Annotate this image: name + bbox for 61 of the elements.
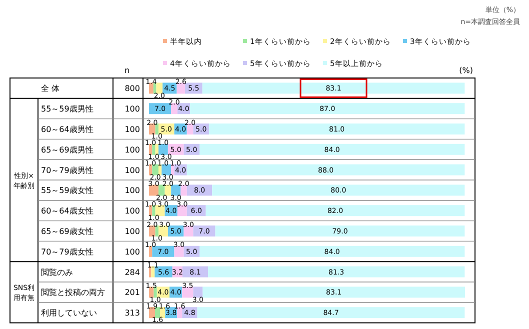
bar (152, 164, 158, 176)
bar (149, 82, 154, 94)
y-tick-label: 60～64歳女性 (41, 206, 94, 216)
bar (151, 266, 155, 278)
bar (156, 82, 163, 94)
bar (176, 82, 185, 94)
bar (152, 144, 156, 155)
bar (155, 205, 165, 216)
text: (%) (459, 66, 473, 75)
y-tick-label: 全 体 (41, 84, 60, 94)
bar (171, 184, 181, 196)
text: 800 (124, 84, 140, 94)
bar (149, 226, 156, 236)
y-tick-label: 70～79歳女性 (41, 247, 94, 256)
text: 100 (124, 227, 140, 236)
text: 100 (124, 247, 140, 256)
bar (186, 164, 465, 176)
bar (182, 286, 194, 298)
bar (212, 184, 465, 196)
y-tick-label: 70～79歳男性 (41, 166, 94, 175)
bar (200, 246, 465, 257)
bar (155, 307, 160, 318)
y-tick-label: 65～69歳女性 (41, 227, 94, 236)
bar (202, 82, 465, 94)
bar (206, 205, 465, 216)
y-tick-label: 65～69歳男性 (41, 145, 94, 154)
y-tick-label: 利用していない (41, 308, 97, 318)
y-tick-label: 閲覧のみ (41, 268, 73, 277)
bar (154, 286, 157, 298)
text: 100 (124, 206, 140, 216)
text: 284 (124, 268, 140, 277)
bar (202, 286, 465, 298)
bar (152, 205, 156, 216)
y-tick-label: 55～59歳女性 (41, 186, 94, 196)
text: 100 (124, 186, 140, 196)
bar (149, 246, 152, 257)
bar (171, 164, 174, 176)
text: 100 (124, 125, 140, 134)
y-tick-label: 55～59歳男性 (41, 104, 94, 114)
text: 100 (124, 104, 140, 114)
bar (215, 226, 465, 236)
y-tick-label: 60～64歳男性 (41, 125, 94, 134)
bar (208, 124, 465, 134)
text: 313 (124, 308, 140, 318)
text: 100 (124, 145, 140, 154)
bar (149, 124, 156, 134)
bar (158, 184, 165, 196)
text: n (124, 66, 130, 75)
bar (171, 103, 178, 114)
bar (184, 226, 194, 236)
bar (197, 307, 465, 318)
bar (193, 286, 203, 298)
y-tick-label: 閲覧と投稿の両方 (41, 288, 105, 298)
text: 201 (124, 288, 140, 298)
bar (208, 266, 465, 278)
text: 100 (124, 166, 140, 175)
bar (193, 226, 216, 236)
bar (200, 144, 465, 155)
bar (177, 205, 187, 216)
bar (180, 184, 187, 196)
bar (190, 103, 465, 114)
